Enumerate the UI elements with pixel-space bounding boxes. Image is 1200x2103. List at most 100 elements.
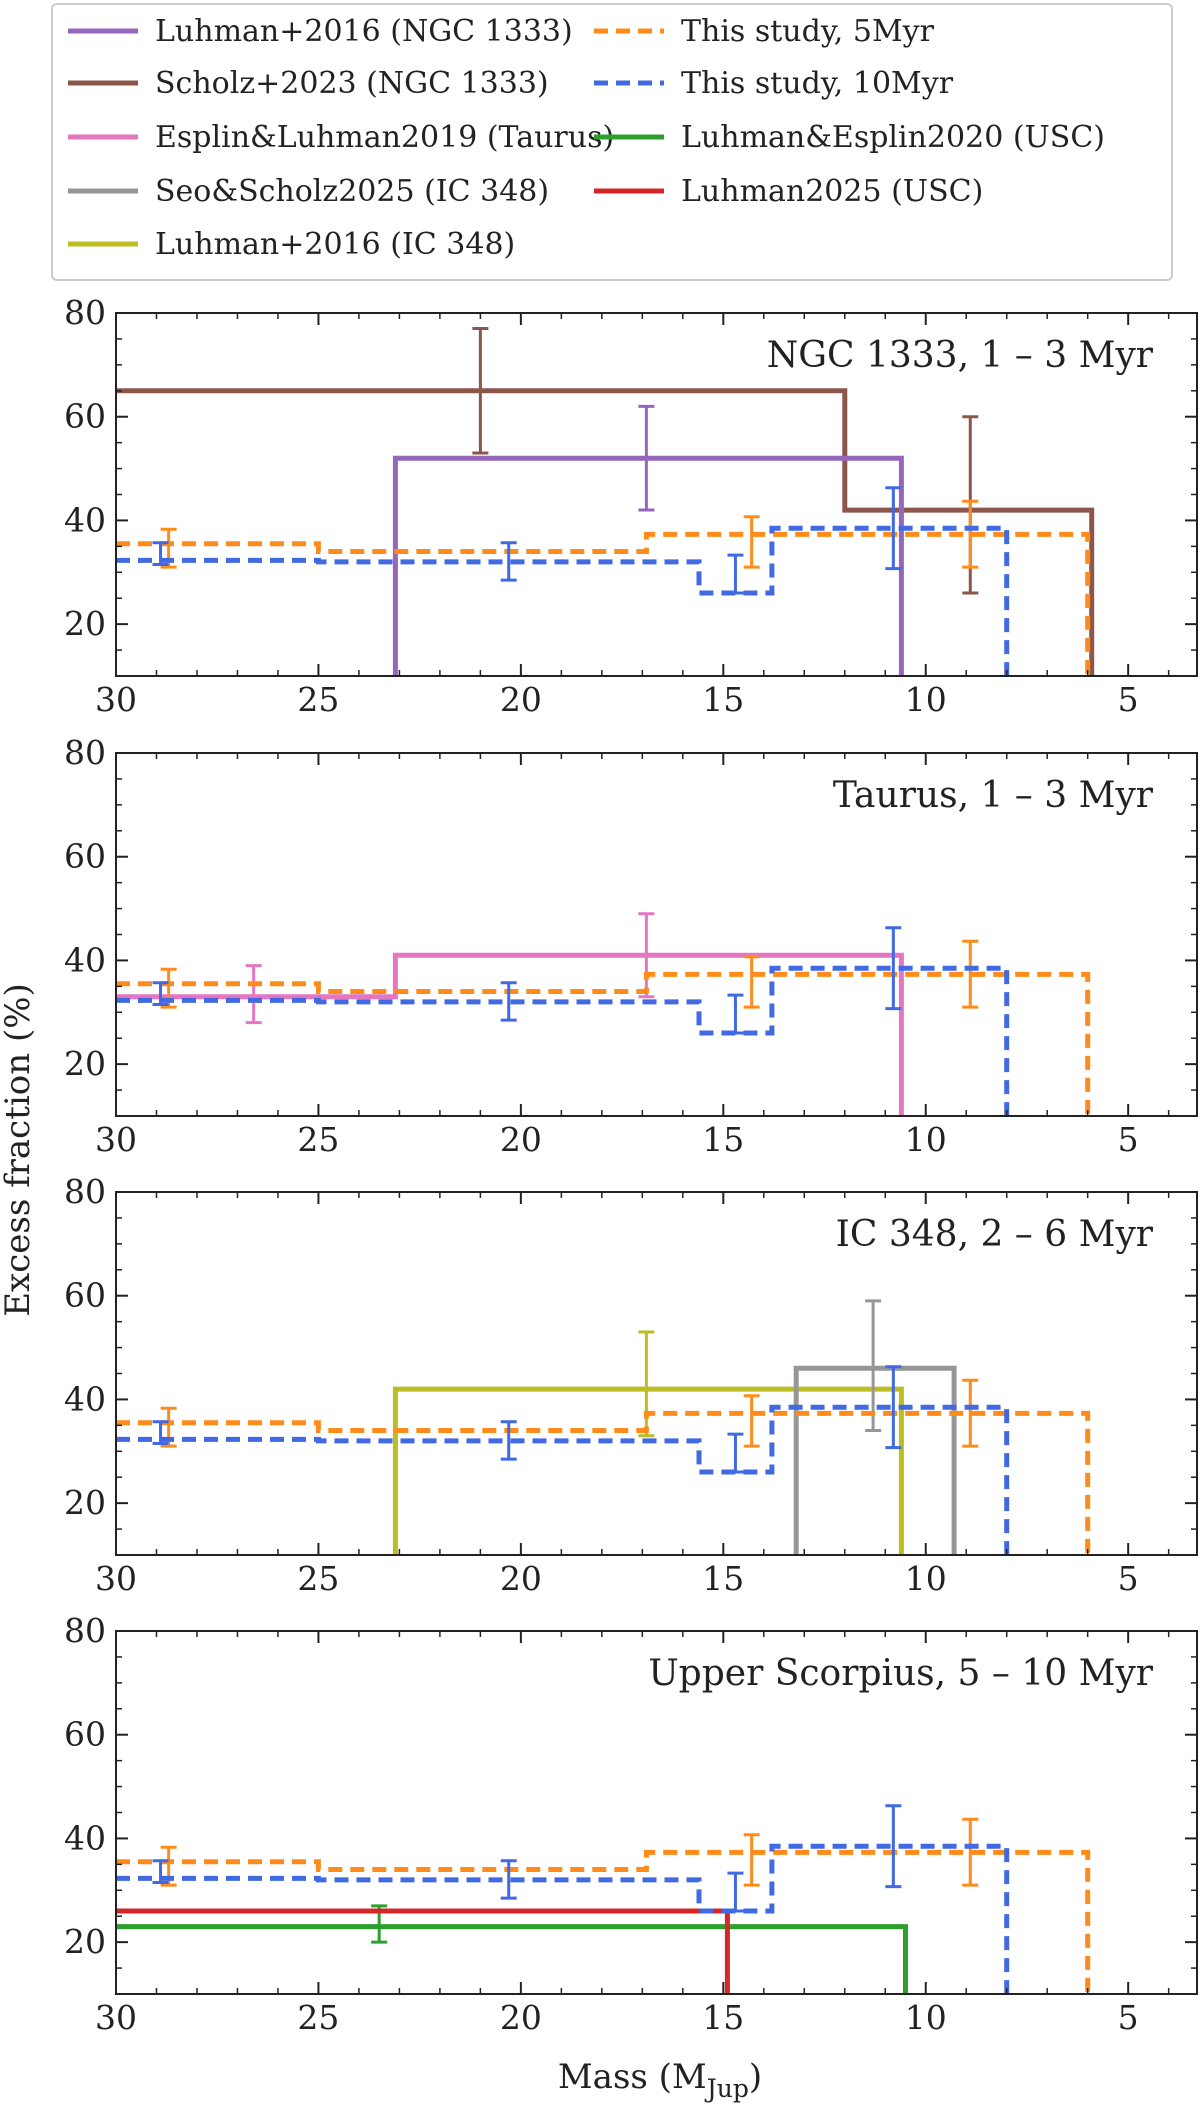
errorbar-study10-4 bbox=[885, 926, 902, 1011]
panel-title: Taurus, 1 – 3 Myr bbox=[833, 775, 1154, 816]
panel-2: 30 25 20 15 10 5 20 40 60 80 Taurus, 1 – 3 Myr bbox=[64, 733, 1198, 1159]
errorbar-study5-2 bbox=[743, 955, 760, 1009]
errorbar-study10-4 bbox=[885, 1365, 902, 1450]
legend-entry-study5: This study, 5Myr bbox=[594, 14, 935, 49]
legend-entry-study10: This study, 10Myr bbox=[594, 66, 954, 101]
x-axis-title-subscript: Jup bbox=[704, 2074, 749, 2103]
errorbar-study10-1 bbox=[152, 1420, 169, 1446]
y-tick-label: 60 bbox=[64, 397, 106, 436]
errorbar-study10-3 bbox=[727, 553, 744, 595]
legend-label: Esplin&Luhman2019 (Taurus) bbox=[155, 120, 614, 155]
series-line-study10 bbox=[116, 965, 1010, 1116]
errorbar-study5-2 bbox=[743, 1833, 760, 1887]
x-tick-label: 15 bbox=[702, 1120, 744, 1159]
errorbar-study10-4 bbox=[885, 1804, 902, 1889]
legend-entry-esplin2019: Esplin&Luhman2019 (Taurus) bbox=[68, 120, 614, 155]
errorbar-study10-3 bbox=[727, 1871, 744, 1913]
errorbar-esplin2019-1 bbox=[245, 964, 262, 1025]
y-tick-label: 40 bbox=[64, 940, 106, 979]
legend-label: Scholz+2023 (NGC 1333) bbox=[155, 66, 549, 101]
x-tick-label: 15 bbox=[702, 1559, 744, 1598]
legend: Luhman+2016 (NGC 1333) Scholz+2023 (NGC 1… bbox=[51, 3, 1173, 281]
x-tick-label: 10 bbox=[905, 680, 947, 719]
panel-4: 30 25 20 15 10 5 20 40 60 80 Upper Scorpius, 5 – 1… bbox=[64, 1611, 1198, 2037]
errorbar-study10-3 bbox=[727, 993, 744, 1035]
errorbar-study5-2 bbox=[743, 1394, 760, 1448]
x-tick-label: 20 bbox=[500, 1559, 542, 1598]
errorbar-study10-3 bbox=[727, 1432, 744, 1474]
x-tick-label: 10 bbox=[905, 1120, 947, 1159]
x-tick-label: 20 bbox=[500, 1998, 542, 2037]
x-tick-label: 25 bbox=[297, 1998, 339, 2037]
legend-label: Luhman2025 (USC) bbox=[681, 174, 983, 209]
series-line-luhman2016_ngc bbox=[392, 455, 904, 676]
errorbar-study10-2 bbox=[500, 541, 517, 582]
y-tick-label: 40 bbox=[64, 1379, 106, 1418]
y-tick-label: 60 bbox=[64, 1715, 106, 1754]
errorbar-study5-2 bbox=[743, 515, 760, 569]
x-tick-label: 30 bbox=[95, 680, 137, 719]
errorbar-study10-1 bbox=[152, 1859, 169, 1885]
y-tick-label: 40 bbox=[64, 1818, 106, 1857]
legend-entry-luhman2025: Luhman2025 (USC) bbox=[594, 174, 983, 209]
series-line-study10 bbox=[116, 525, 1010, 676]
series-line-study5 bbox=[116, 1849, 1091, 1994]
errorbar-study5-3 bbox=[962, 499, 979, 569]
y-tick-label: 80 bbox=[64, 733, 106, 772]
errorbar-study10-1 bbox=[152, 541, 169, 567]
panel-title: IC 348, 2 – 6 Myr bbox=[836, 1214, 1154, 1255]
plot-area bbox=[116, 912, 1091, 1116]
series-line-study5 bbox=[116, 971, 1091, 1116]
errorbar-study10-1 bbox=[152, 981, 169, 1007]
y-tick-label: 40 bbox=[64, 500, 106, 539]
series-line-esplin2019 bbox=[116, 952, 904, 1116]
y-tick-label: 20 bbox=[64, 1483, 106, 1522]
x-tick-label: 5 bbox=[1118, 680, 1139, 719]
x-axis-title: Mass (MJup) bbox=[558, 2057, 762, 2103]
series-line-study10 bbox=[116, 1404, 1010, 1555]
x-tick-label: 20 bbox=[500, 1120, 542, 1159]
x-axis-title-main: Mass (M bbox=[558, 2057, 707, 2097]
series-line-seo2025 bbox=[793, 1365, 957, 1555]
panels: 30 25 20 15 10 5 20 40 60 80 NGC 1333, 1 – 3 Myr 30… bbox=[64, 293, 1198, 2037]
panel-title: NGC 1333, 1 – 3 Myr bbox=[767, 335, 1154, 376]
legend-label: Seo&Scholz2025 (IC 348) bbox=[155, 174, 549, 209]
x-tick-label: 30 bbox=[95, 1120, 137, 1159]
x-tick-label: 25 bbox=[297, 680, 339, 719]
y-tick-label: 20 bbox=[64, 1044, 106, 1083]
legend-label: This study, 5Myr bbox=[681, 14, 935, 49]
series-line-luhman_esplin2020 bbox=[116, 1924, 908, 1994]
x-tick-label: 5 bbox=[1118, 1120, 1139, 1159]
legend-label: Luhman+2016 (NGC 1333) bbox=[155, 14, 573, 49]
panel-3: 30 25 20 15 10 5 20 40 60 80 IC 348, 2 – 6 Myr bbox=[64, 1172, 1198, 1598]
legend-entry-luhman2016_ngc: Luhman+2016 (NGC 1333) bbox=[68, 14, 573, 49]
legend-entry-seo2025: Seo&Scholz2025 (IC 348) bbox=[68, 174, 549, 209]
y-tick-label: 60 bbox=[64, 1276, 106, 1315]
y-tick-label: 60 bbox=[64, 837, 106, 876]
panel-1: 30 25 20 15 10 5 20 40 60 80 NGC 1333, 1 – 3 Myr bbox=[64, 293, 1198, 719]
errorbar-study10-2 bbox=[500, 981, 517, 1022]
plot-area bbox=[116, 1299, 1091, 1555]
x-tick-label: 5 bbox=[1118, 1998, 1139, 2037]
series-line-study5 bbox=[116, 1410, 1091, 1555]
errorbar-study10-4 bbox=[885, 486, 902, 571]
errorbar-luhman2016_ic-1 bbox=[638, 1330, 655, 1438]
panel-title: Upper Scorpius, 5 – 10 Myr bbox=[648, 1653, 1153, 1694]
series-line-luhman2016_ic bbox=[392, 1386, 904, 1555]
legend-label: Luhman+2016 (IC 348) bbox=[155, 227, 515, 262]
x-tick-label: 30 bbox=[95, 1998, 137, 2037]
x-tick-label: 20 bbox=[500, 680, 542, 719]
x-tick-label: 25 bbox=[297, 1559, 339, 1598]
plot-area bbox=[116, 1804, 1091, 1994]
errorbar-scholz2023-1 bbox=[472, 327, 489, 455]
legend-entry-luhman_esplin2020: Luhman&Esplin2020 (USC) bbox=[594, 120, 1105, 155]
x-axis-title-close: ) bbox=[749, 2057, 762, 2097]
legend-frame bbox=[51, 3, 1173, 281]
x-tick-label: 25 bbox=[297, 1120, 339, 1159]
plot-area bbox=[116, 327, 1095, 676]
errorbar-study10-2 bbox=[500, 1420, 517, 1461]
errorbar-study5-3 bbox=[962, 939, 979, 1009]
x-tick-label: 15 bbox=[702, 680, 744, 719]
y-axis-title: Excess fraction (%) bbox=[0, 983, 38, 1317]
